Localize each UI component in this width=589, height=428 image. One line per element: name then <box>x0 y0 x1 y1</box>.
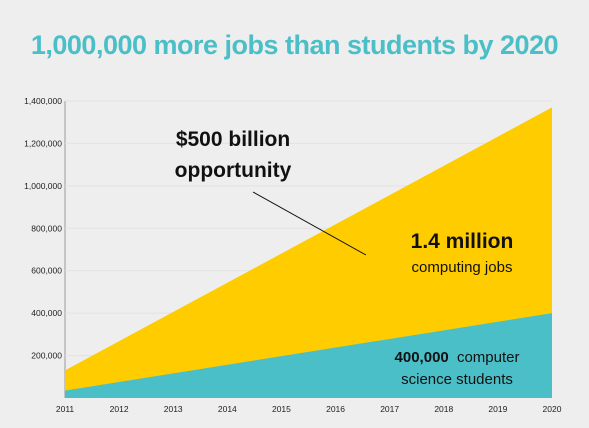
x-tick-label: 2015 <box>272 404 291 414</box>
x-tick-label: 2014 <box>218 404 237 414</box>
x-tick-label: 2011 <box>56 404 75 414</box>
students-area <box>65 313 552 398</box>
y-tick-label: 800,000 <box>31 223 62 233</box>
y-tick-label: 1,400,000 <box>24 96 62 106</box>
jobs-series-label: computing jobs <box>412 259 513 276</box>
students-label-line1: 400,000 computer <box>395 349 520 366</box>
jobs-area <box>65 107 552 398</box>
chart-areas <box>65 107 552 398</box>
students-value-label: 400,000 <box>395 349 449 366</box>
y-tick-label: 400,000 <box>31 308 62 318</box>
y-tick-label: 600,000 <box>31 266 62 276</box>
x-tick-label: 2013 <box>164 404 183 414</box>
students-label-line2: science students <box>401 371 513 388</box>
opportunity-label-line2: opportunity <box>175 159 292 182</box>
x-tick-labels: 2011 2012 2013 2014 2015 2016 2017 2018 2019 2020 <box>56 404 562 414</box>
jobs-value-label: 1.4 million <box>411 230 514 253</box>
x-tick-label: 2017 <box>380 404 399 414</box>
y-tick-labels: 200,000 400,000 600,000 800,000 1,000,000 1,2… <box>24 96 62 361</box>
opportunity-label-line1: $500 billion <box>176 128 290 151</box>
x-tick-label: 2016 <box>326 404 345 414</box>
y-tick-label: 1,000,000 <box>24 181 62 191</box>
chart-title: 1,000,000 more jobs than students by 202… <box>30 30 559 60</box>
x-tick-label: 2020 <box>543 404 562 414</box>
x-tick-label: 2012 <box>110 404 129 414</box>
y-tick-label: 200,000 <box>31 351 62 361</box>
students-label-suffix: computer <box>457 349 520 366</box>
opportunity-pointer-line <box>252 191 367 256</box>
y-tick-label: 1,200,000 <box>24 138 62 148</box>
x-tick-label: 2019 <box>488 404 507 414</box>
x-tick-label: 2018 <box>434 404 453 414</box>
